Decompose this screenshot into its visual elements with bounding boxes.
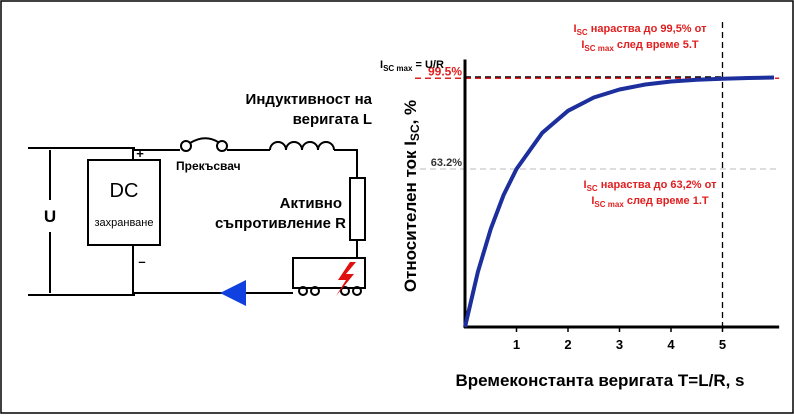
x-tick-label: 5 (719, 337, 726, 352)
resistance-label: Активно (280, 195, 342, 212)
x-tick-label: 1 (513, 337, 520, 352)
annotation-part: нараства до 63,2% от (598, 179, 717, 191)
resistance-label: съпротивление R (215, 215, 346, 232)
x-tick-label: 3 (616, 337, 623, 352)
annotation: ISC нараства до 63,2% от (584, 179, 718, 193)
y-axis-label-part: , % (401, 100, 420, 125)
annotation-part: след време 5.T (614, 39, 699, 51)
switch-label: Прекъсвач (176, 159, 241, 173)
inductance-label: Индуктивност на (246, 91, 373, 108)
switch-contact (217, 141, 227, 151)
source-sub: захранване (94, 217, 153, 229)
minus: – (138, 254, 145, 269)
max-label-part: = U/R (412, 59, 444, 71)
annotation-part: SC max (584, 44, 614, 53)
annotation: ISC нараства до 99,5% от (574, 23, 708, 37)
annotation-part: нараства до 99,5% от (588, 23, 707, 35)
source-label: DC (110, 180, 139, 202)
annotation-part: SC (577, 28, 588, 37)
inductance-label: веригата L (293, 111, 372, 128)
figure: + – DC захранване U Прекъсвач Индуктивно… (0, 0, 794, 414)
x-tick-label: 2 (564, 337, 571, 352)
y-tick-label: 63.2% (431, 157, 462, 169)
y-axis-label-part: Относителен ток I (401, 141, 420, 292)
plus: + (136, 146, 144, 161)
y-axis-label-part: SC (408, 124, 422, 141)
annotation-part: след време 1.T (624, 195, 709, 207)
annotation-part: SC (587, 184, 598, 193)
x-axis-label: Времеконстанта веригата T=L/R, s (455, 371, 744, 390)
switch-contact (181, 141, 191, 151)
max-label-part: SC max (383, 64, 413, 73)
annotation-part: SC max (594, 200, 624, 209)
voltage-label: U (44, 207, 56, 226)
x-tick-label: 4 (667, 337, 675, 352)
